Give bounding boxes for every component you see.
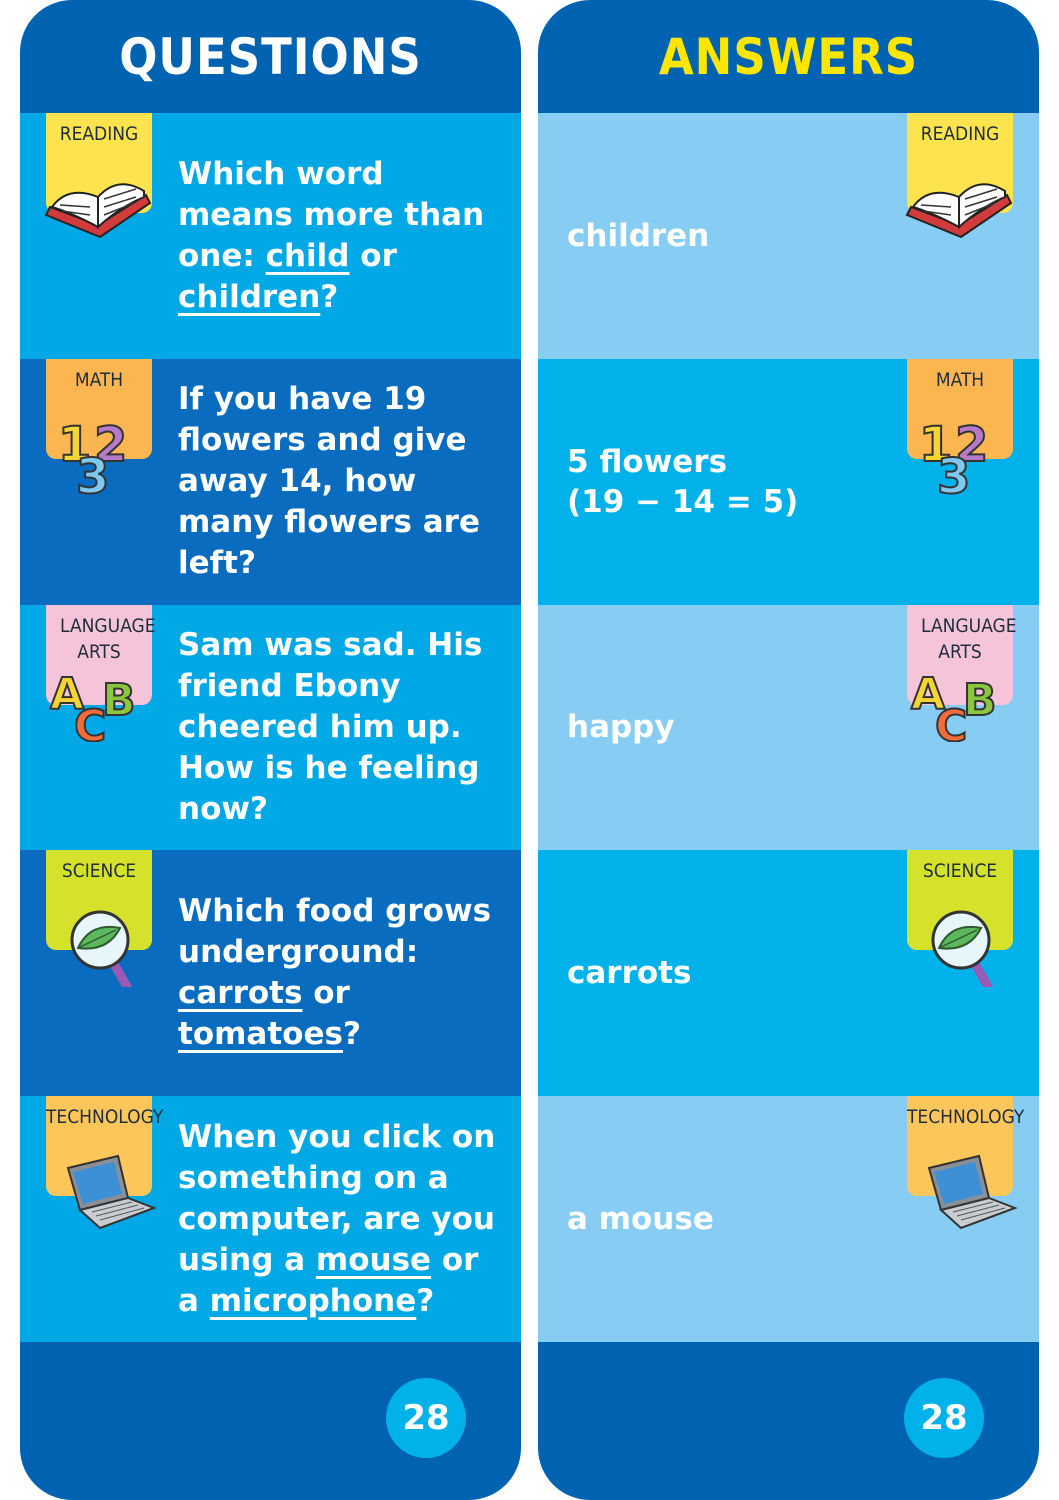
answer-row: TECHNOLOGY a mouse	[538, 1096, 1039, 1342]
svg-text:3: 3	[937, 449, 970, 496]
category-label: MATH	[74, 368, 124, 391]
question-row: TECHNOLOGY When you click on something on…	[20, 1096, 521, 1342]
answers-card: ANSWERS READING children MATH 1 2 3 5 flowers(…	[538, 0, 1039, 1500]
question-segment: If you have 19 flowers and give away 14,…	[178, 381, 480, 582]
answer-text: carrots	[567, 953, 691, 993]
answer-line: (19 − 14 = 5)	[567, 483, 799, 520]
underlined-choice: children	[178, 278, 321, 315]
question-text: Which word means more than one: child or…	[178, 154, 508, 318]
question-segment: Sam was sad. His friend Ebony cheered hi…	[178, 626, 483, 827]
question-segment: ?	[320, 278, 339, 315]
question-segment: Which food grows underground:	[178, 893, 492, 971]
open-book-icon	[899, 155, 1019, 250]
answer-row: SCIENCE carrots	[538, 850, 1039, 1097]
questions-footer: 28	[20, 1342, 521, 1500]
question-row: SCIENCE Which food grows underground: car…	[20, 850, 521, 1097]
category-label: LANGUAGE ARTS	[921, 614, 1017, 663]
laptop-icon	[899, 1138, 1019, 1233]
category-label: READING	[59, 123, 139, 145]
questions-card: QUESTIONS READING Which word means more t…	[20, 0, 521, 1500]
underlined-choice: carrots	[178, 975, 303, 1012]
laptop-icon	[38, 1138, 158, 1233]
underlined-choice: child	[265, 237, 350, 274]
question-text: If you have 19 flowers and give away 14,…	[178, 379, 508, 584]
svg-text:2: 2	[94, 417, 127, 473]
category-label: SCIENCE	[61, 860, 137, 883]
category-label: SCIENCE	[922, 860, 998, 883]
question-text: Sam was sad. His friend Ebony cheered hi…	[178, 625, 508, 830]
question-segment: Which word means more than one:	[178, 155, 485, 274]
category-tab: LANGUAGE ARTS	[907, 604, 1017, 705]
question-segment: or	[302, 975, 350, 1012]
svg-text:B: B	[963, 675, 997, 726]
magnifying-glass-leaf-icon	[899, 892, 1019, 997]
answer-text: a mouse	[567, 1199, 714, 1239]
open-book-icon	[38, 155, 158, 250]
svg-text:1: 1	[919, 417, 952, 473]
underlined-choice: microphone	[209, 1282, 417, 1319]
answer-row: MATH 1 2 3 5 flowers (19 − 14 = 5)	[538, 358, 1039, 605]
category-label: LANGUAGE ARTS	[60, 614, 156, 663]
category-label: TECHNOLOGY	[907, 1106, 1025, 1129]
answer-line: carrots	[567, 955, 692, 992]
svg-text:2: 2	[955, 417, 988, 473]
question-row: LANGUAGE ARTS A B C Sam was sad. His friend …	[20, 604, 521, 851]
category-label: READING	[920, 123, 1000, 145]
underlined-choice: tomatoes	[178, 1016, 343, 1053]
category-tab: MATH	[46, 358, 152, 459]
question-row: READING Which word means more than one: c…	[20, 113, 521, 359]
question-segment: ?	[342, 1016, 361, 1053]
svg-text:C: C	[935, 701, 967, 742]
category-label: TECHNOLOGY	[46, 1106, 164, 1129]
page-number-badge: 28	[904, 1378, 984, 1458]
category-tab: MATH	[907, 358, 1013, 459]
answer-line: 5 flowers	[567, 443, 728, 480]
answer-text: 5 flowers (19 − 14 = 5)	[567, 442, 798, 522]
answer-line: children	[567, 217, 710, 254]
svg-text:1: 1	[58, 417, 91, 473]
answer-text: children	[567, 216, 709, 256]
answers-footer: 28	[538, 1342, 1039, 1500]
svg-text:3: 3	[76, 449, 109, 496]
answers-title: ANSWERS	[658, 27, 919, 86]
question-text: When you click on something on a compute…	[178, 1117, 508, 1322]
answer-row: READING children	[538, 113, 1039, 359]
page-number-badge: 28	[386, 1378, 466, 1458]
category-label: MATH	[935, 368, 985, 391]
question-row: MATH 1 2 3 If you have 19 flowers and give a…	[20, 358, 521, 605]
question-segment: or	[349, 237, 397, 274]
question-text: Which food grows underground: carrots or…	[178, 891, 508, 1055]
question-segment: When you click on something on a compute…	[178, 1118, 496, 1278]
underlined-choice: mouse	[315, 1241, 432, 1278]
question-segment: ?	[416, 1282, 435, 1319]
category-tab: LANGUAGE ARTS	[46, 604, 156, 705]
answer-text: happy	[567, 707, 675, 747]
questions-title: QUESTIONS	[119, 27, 422, 86]
svg-text:C: C	[74, 701, 106, 742]
question-segment: or a	[178, 1241, 479, 1319]
svg-text:B: B	[102, 675, 136, 726]
svg-text:A: A	[911, 669, 945, 720]
magnifying-glass-leaf-icon	[38, 892, 158, 997]
svg-text:A: A	[50, 669, 84, 720]
answer-line: happy	[567, 709, 675, 746]
answer-line: a mouse	[567, 1201, 714, 1238]
